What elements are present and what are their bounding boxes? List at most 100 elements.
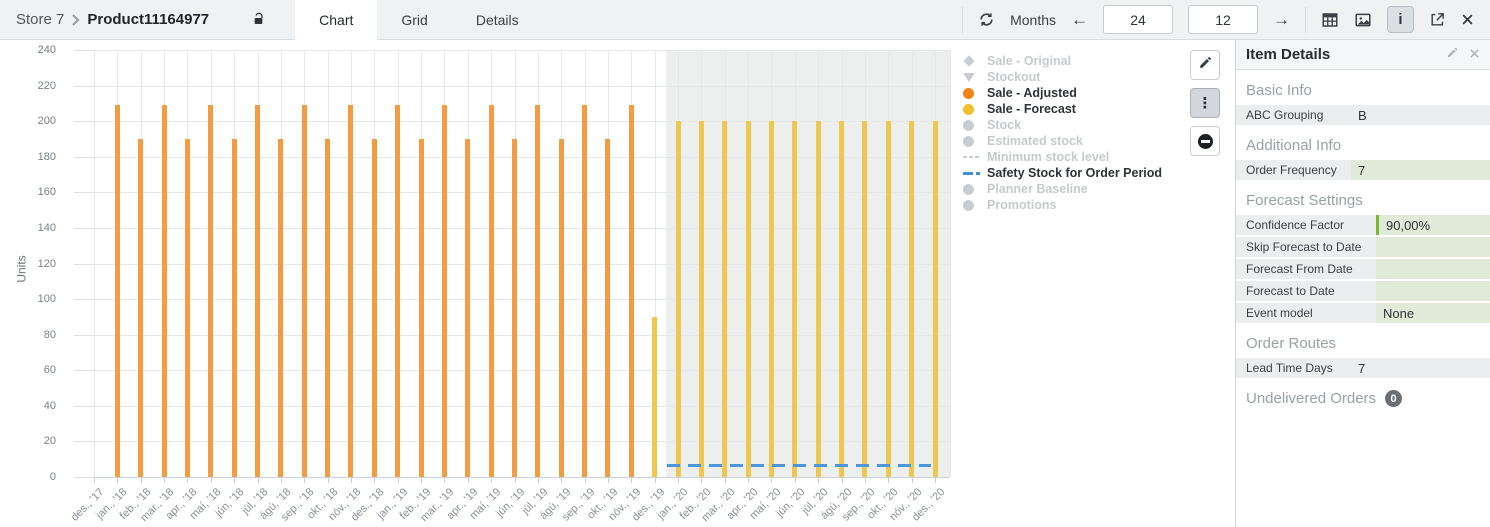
v-gridline (654, 50, 656, 477)
legend-item-safety-stock-for-order-period[interactable]: Safety Stock for Order Period (963, 165, 1162, 181)
section-header-label: Undelivered Orders (1246, 390, 1377, 407)
row-value[interactable]: 90,00% (1376, 215, 1490, 235)
legend-item-stockout[interactable]: Stockout (963, 69, 1162, 85)
months-forward-input[interactable] (1188, 5, 1258, 34)
h-gridline (94, 156, 950, 158)
x-tick (911, 477, 913, 483)
tab-grid[interactable]: Grid (401, 11, 428, 28)
bar-sale-adjusted (255, 105, 261, 477)
y-tick (74, 121, 94, 123)
y-axis-label: 100 (37, 293, 56, 306)
y-tick (74, 192, 94, 194)
collapse-button[interactable] (1190, 126, 1220, 156)
legend-item-minimum-stock-level[interactable]: Minimum stock level (963, 149, 1162, 165)
h-gridline (94, 85, 950, 87)
row-value[interactable] (1376, 237, 1490, 257)
x-tick (94, 477, 95, 483)
circle-marker-icon (963, 183, 987, 195)
unlock-icon[interactable] (251, 12, 267, 28)
x-tick (467, 477, 469, 483)
legend-item-sale-adjusted[interactable]: Sale - Adjusted (963, 85, 1162, 101)
dashes-marker-icon (963, 155, 987, 159)
legend-item-sale-original[interactable]: Sale - Original (963, 53, 1162, 69)
refresh-icon[interactable] (978, 11, 995, 28)
bar-sale-adjusted (138, 138, 144, 477)
legend-label: Sale - Adjusted (987, 86, 1077, 100)
circle-marker-icon (963, 119, 987, 131)
h-gridline (94, 192, 950, 194)
legend-item-planner-baseline[interactable]: Planner Baseline (963, 181, 1162, 197)
plot-region: 0 20 40 60 80 100 120 140 160 180 200 220 240 des., '… (0, 40, 1235, 527)
legend-item-estimated-stock[interactable]: Estimated stock (963, 133, 1162, 149)
h-gridline (94, 121, 950, 123)
breadcrumb-product: Product11164977 (87, 11, 210, 28)
period-forward-arrow[interactable]: → (1273, 10, 1290, 29)
edit-chart-button[interactable] (1190, 50, 1220, 80)
item-details-header: Item Details (1236, 40, 1490, 70)
h-gridline (94, 263, 950, 265)
row-event-model: Event model None (1236, 303, 1490, 323)
x-tick (794, 477, 796, 483)
y-axis-label: 220 (37, 79, 56, 92)
x-tick (491, 477, 493, 483)
open-external-icon[interactable] (1429, 11, 1446, 28)
diamond-marker-icon (963, 55, 987, 67)
bar-sale-forecast (675, 121, 681, 477)
row-confidence-factor: Confidence Factor 90,00% (1236, 215, 1490, 235)
row-value[interactable] (1376, 259, 1490, 279)
legend-item-sale-forecast[interactable]: Sale - Forecast (963, 101, 1162, 117)
row-label: Skip Forecast to Date (1236, 237, 1376, 257)
tab-chart[interactable]: Chart (295, 0, 378, 40)
row-label: Event model (1236, 303, 1376, 323)
legend-item-stock[interactable]: Stock (963, 117, 1162, 133)
bar-sale-forecast (698, 121, 704, 477)
x-tick (397, 477, 399, 483)
item-details-panel: Item Details Basic Info ABC Grouping B A… (1235, 40, 1490, 527)
y-tick (74, 85, 94, 87)
row-value[interactable]: 7 (1351, 160, 1490, 180)
breadcrumb-store[interactable]: Store 7 (16, 11, 65, 28)
tab-details[interactable]: Details (475, 11, 519, 28)
row-value[interactable] (1376, 281, 1490, 301)
table-icon[interactable] (1321, 11, 1339, 29)
bar-sale-adjusted (395, 105, 401, 477)
bar-sale-forecast (909, 121, 915, 477)
row-value[interactable]: None (1376, 303, 1490, 323)
chart-menu-button[interactable]: ⋮ (1190, 88, 1220, 118)
row-label: Order Frequency (1236, 160, 1351, 180)
y-axis-label: 240 (37, 44, 56, 56)
legend-label: Safety Stock for Order Period (987, 166, 1163, 180)
bar-sale-forecast (792, 121, 798, 477)
legend-item-promotions[interactable]: Promotions (963, 197, 1162, 213)
x-tick (210, 477, 212, 483)
edit-panel-icon[interactable] (1446, 46, 1459, 64)
x-tick (187, 477, 189, 483)
legend-label: Planner Baseline (987, 182, 1088, 196)
close-panel-icon[interactable] (1469, 46, 1480, 64)
image-icon[interactable] (1354, 11, 1372, 29)
bar-sale-adjusted (325, 138, 331, 477)
months-back-input[interactable] (1103, 5, 1173, 34)
row-label: Confidence Factor (1236, 215, 1376, 235)
row-abc-grouping: ABC Grouping B (1236, 105, 1490, 125)
legend-label: Promotions (987, 198, 1057, 212)
bar-sale-forecast (652, 316, 658, 477)
y-tick (74, 370, 94, 372)
y-tick (74, 50, 94, 51)
bar-sale-adjusted (488, 105, 494, 477)
y-axis-label: 0 (49, 471, 56, 483)
circle-marker-icon (963, 135, 987, 147)
circle-marker-icon (963, 87, 987, 99)
x-tick (701, 477, 703, 483)
bar-sale-forecast (862, 121, 868, 477)
chevron-right-icon (71, 13, 80, 26)
h-gridline (94, 370, 950, 372)
y-axis-label: 140 (37, 221, 56, 234)
y-tick (74, 156, 94, 158)
period-back-arrow[interactable]: ← (1071, 10, 1088, 29)
close-icon[interactable] (1461, 13, 1474, 26)
bar-sale-adjusted (582, 105, 588, 477)
x-tick (140, 477, 142, 483)
info-icon[interactable]: i (1387, 6, 1414, 33)
x-tick (117, 477, 119, 483)
